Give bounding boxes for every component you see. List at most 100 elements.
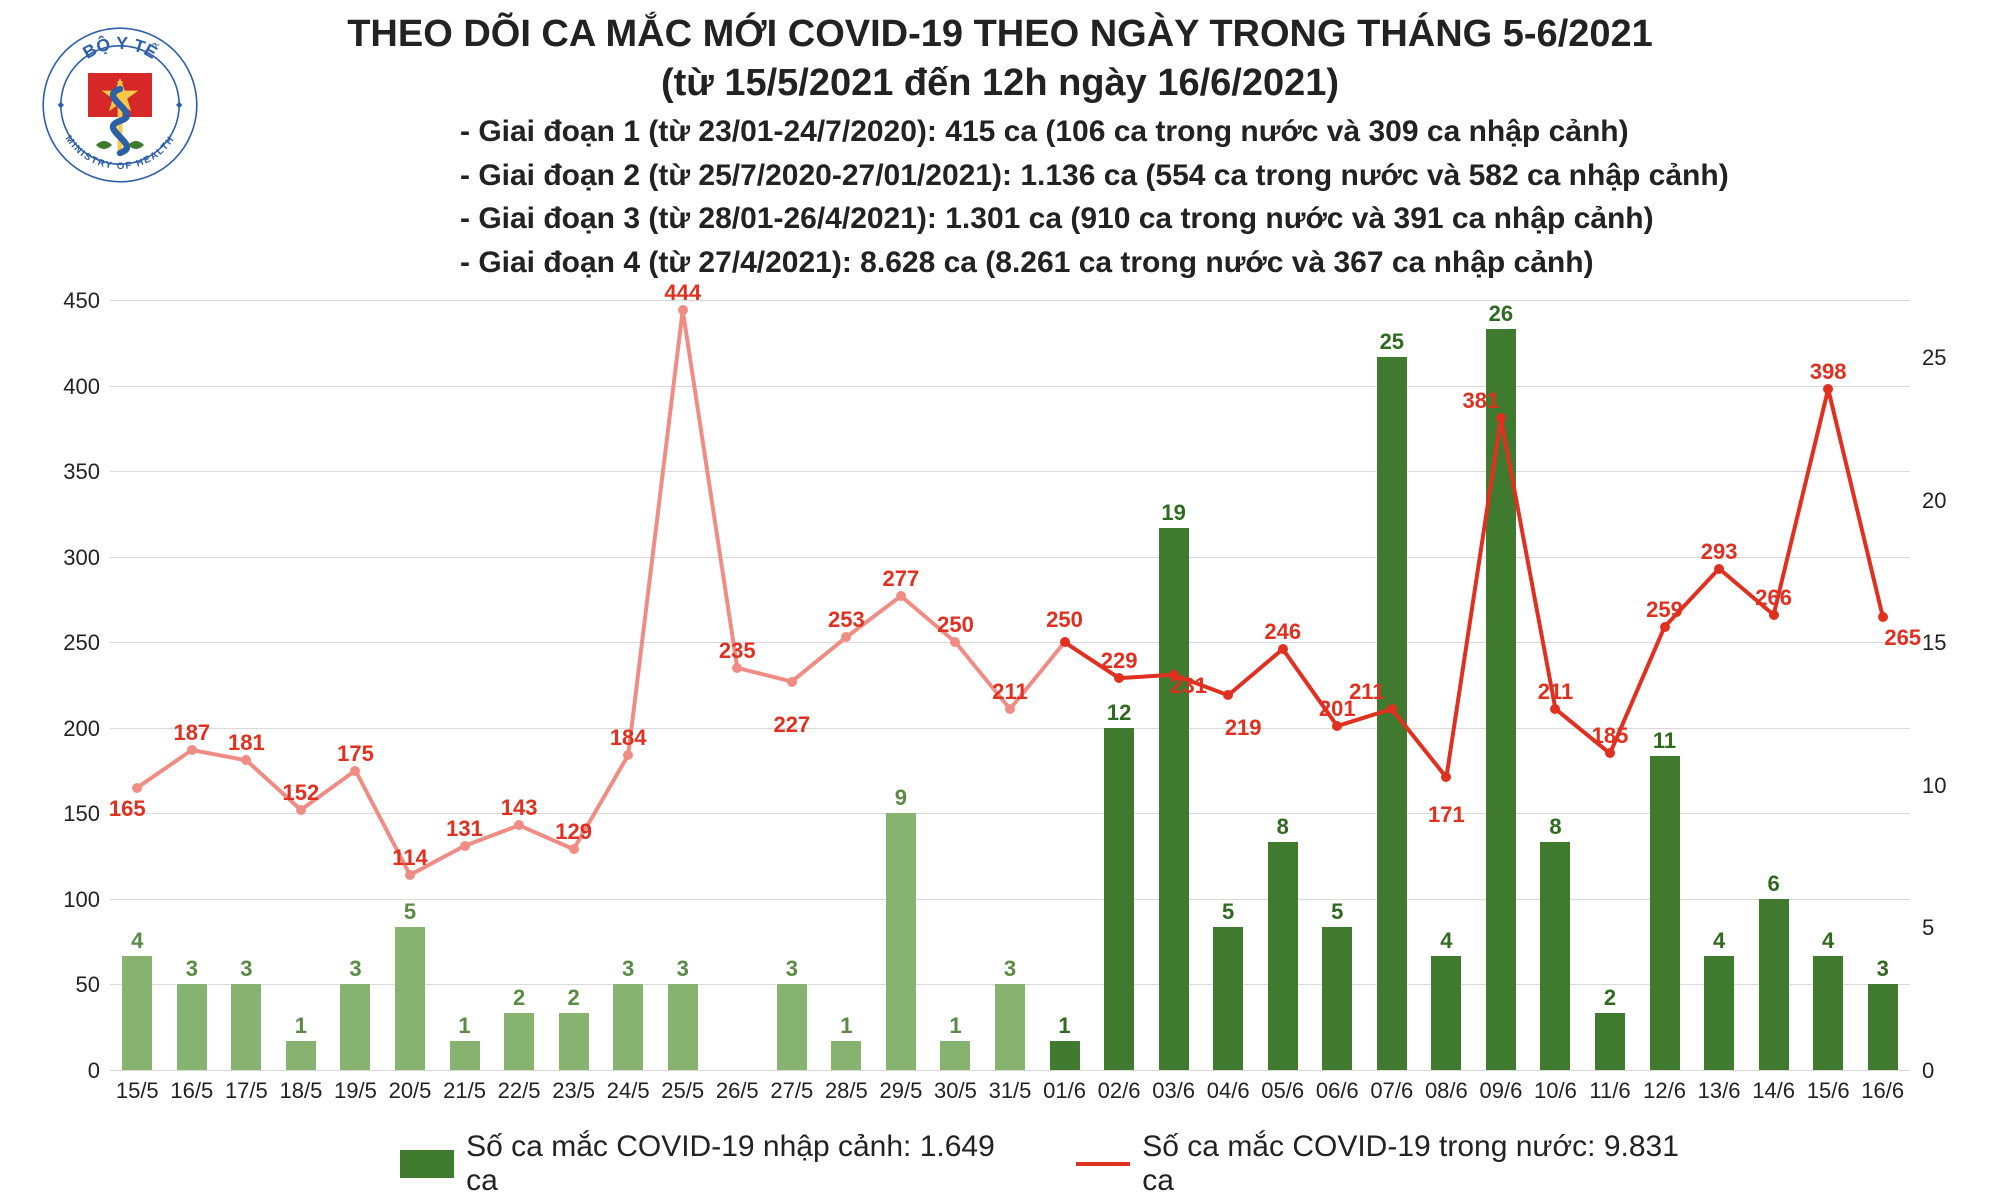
legend-item: Số ca mắc COVID-19 trong nước: 9.831 ca <box>1076 1130 1700 1198</box>
phase-info-line: - Giai đoạn 1 (từ 23/01-24/7/2020): 415 … <box>460 110 1729 154</box>
line-marker <box>896 591 906 601</box>
line-marker <box>1005 704 1015 714</box>
phase-info-line: - Giai đoạn 2 (từ 25/7/2020-27/01/2021):… <box>460 154 1729 198</box>
x-axis-tick: 12/6 <box>1643 1078 1686 1104</box>
x-axis-tick: 21/5 <box>443 1078 486 1104</box>
line-marker <box>1878 612 1888 622</box>
line-value-label: 444 <box>664 280 701 306</box>
line-value-label: 219 <box>1225 715 1262 741</box>
line-marker <box>514 820 524 830</box>
line-marker <box>678 305 688 315</box>
legend-label: Số ca mắc COVID-19 nhập cảnh: 1.649 ca <box>466 1130 1016 1198</box>
x-axis-tick: 23/5 <box>552 1078 595 1104</box>
line-marker <box>1714 564 1724 574</box>
y-axis-right-tick: 5 <box>1922 915 1982 941</box>
line-value-label: 259 <box>1646 597 1683 623</box>
x-axis-tick: 02/6 <box>1098 1078 1141 1104</box>
line-marker <box>405 870 415 880</box>
y-axis-left-tick: 350 <box>30 459 100 485</box>
chart-title: THEO DÕI CA MẮC MỚI COVID-19 THEO NGÀY T… <box>0 10 2000 109</box>
line-value-label: 265 <box>1884 625 1921 651</box>
line-value-label: 184 <box>610 725 647 751</box>
x-axis-tick: 27/5 <box>770 1078 813 1104</box>
x-axis-tick: 13/6 <box>1698 1078 1741 1104</box>
legend-label: Số ca mắc COVID-19 trong nước: 9.831 ca <box>1142 1130 1700 1198</box>
x-axis-tick: 29/5 <box>879 1078 922 1104</box>
x-axis-tick: 15/6 <box>1807 1078 1850 1104</box>
x-axis-tick: 03/6 <box>1152 1078 1195 1104</box>
line-path <box>137 310 1064 875</box>
x-axis-tick: 10/6 <box>1534 1078 1577 1104</box>
y-axis-right-tick: 0 <box>1922 1058 1982 1084</box>
legend-swatch-bar <box>400 1150 454 1178</box>
title-line-1: THEO DÕI CA MẮC MỚI COVID-19 THEO NGÀY T… <box>0 10 2000 59</box>
line-marker <box>1114 673 1124 683</box>
x-axis-tick: 16/6 <box>1861 1078 1904 1104</box>
line-value-label: 277 <box>883 566 920 592</box>
x-axis-tick: 04/6 <box>1207 1078 1250 1104</box>
line-value-label: 253 <box>828 607 865 633</box>
line-value-label: 131 <box>446 816 483 842</box>
line-marker <box>1060 637 1070 647</box>
line-value-label: 398 <box>1810 359 1847 385</box>
line-value-label: 143 <box>501 795 538 821</box>
x-axis-tick: 17/5 <box>225 1078 268 1104</box>
line-value-label: 152 <box>283 780 320 806</box>
line-value-label: 187 <box>173 720 210 746</box>
y-axis-right-tick: 25 <box>1922 345 1982 371</box>
y-axis-left-tick: 100 <box>30 887 100 913</box>
x-axis-tick: 16/5 <box>170 1078 213 1104</box>
phase-info-line: - Giai đoạn 4 (từ 27/4/2021): 8.628 ca (… <box>460 241 1729 285</box>
line-marker <box>1441 772 1451 782</box>
line-marker <box>187 745 197 755</box>
x-axis-tick: 24/5 <box>607 1078 650 1104</box>
line-marker <box>350 766 360 776</box>
line-marker <box>132 783 142 793</box>
x-axis-tick: 11/6 <box>1589 1078 1630 1104</box>
x-axis-tick: 14/6 <box>1752 1078 1795 1104</box>
x-axis-tick: 06/6 <box>1316 1078 1359 1104</box>
x-axis-tick: 25/5 <box>661 1078 704 1104</box>
line-marker <box>1387 704 1397 714</box>
line-value-label: 129 <box>555 819 592 845</box>
line-value-label: 165 <box>109 796 146 822</box>
x-axis-tick: 26/5 <box>716 1078 759 1104</box>
legend-item: Số ca mắc COVID-19 nhập cảnh: 1.649 ca <box>400 1130 1016 1198</box>
line-value-label: 266 <box>1755 585 1792 611</box>
x-axis-tick: 28/5 <box>825 1078 868 1104</box>
line-value-label: 175 <box>337 741 374 767</box>
line-value-label: 211 <box>992 679 1028 705</box>
chart-legend: Số ca mắc COVID-19 nhập cảnh: 1.649 ca Số… <box>400 1130 1700 1198</box>
line-value-label: 185 <box>1592 723 1629 749</box>
line-value-label: 246 <box>1264 619 1301 645</box>
x-axis-tick: 18/5 <box>279 1078 322 1104</box>
y-axis-left-tick: 300 <box>30 545 100 571</box>
y-axis-left-tick: 150 <box>30 801 100 827</box>
line-value-label: 211 <box>1538 679 1574 705</box>
line-value-label: 293 <box>1701 539 1738 565</box>
x-axis-tick: 07/6 <box>1370 1078 1413 1104</box>
line-value-label: 235 <box>719 638 756 664</box>
line-value-label: 229 <box>1101 648 1138 674</box>
x-axis-tick: 30/5 <box>934 1078 977 1104</box>
y-axis-right-tick: 20 <box>1922 488 1982 514</box>
line-value-label: 171 <box>1428 802 1465 828</box>
line-marker <box>1660 622 1670 632</box>
line-value-label: 211 <box>1349 679 1385 705</box>
line-value-label: 381 <box>1463 388 1500 414</box>
phase-info-block: - Giai đoạn 1 (từ 23/01-24/7/2020): 415 … <box>460 110 1729 284</box>
line-marker <box>1550 704 1560 714</box>
y-axis-left-tick: 400 <box>30 374 100 400</box>
x-axis-tick: 19/5 <box>334 1078 377 1104</box>
line-marker <box>1823 384 1833 394</box>
line-marker <box>241 755 251 765</box>
gridline <box>110 1070 1910 1071</box>
line-marker <box>732 663 742 673</box>
line-value-label: 250 <box>937 612 974 638</box>
x-axis-tick: 15/5 <box>116 1078 159 1104</box>
line-marker <box>1332 721 1342 731</box>
line-marker <box>296 805 306 815</box>
line-marker <box>1605 748 1615 758</box>
x-axis-tick: 20/5 <box>389 1078 432 1104</box>
line-marker <box>787 677 797 687</box>
